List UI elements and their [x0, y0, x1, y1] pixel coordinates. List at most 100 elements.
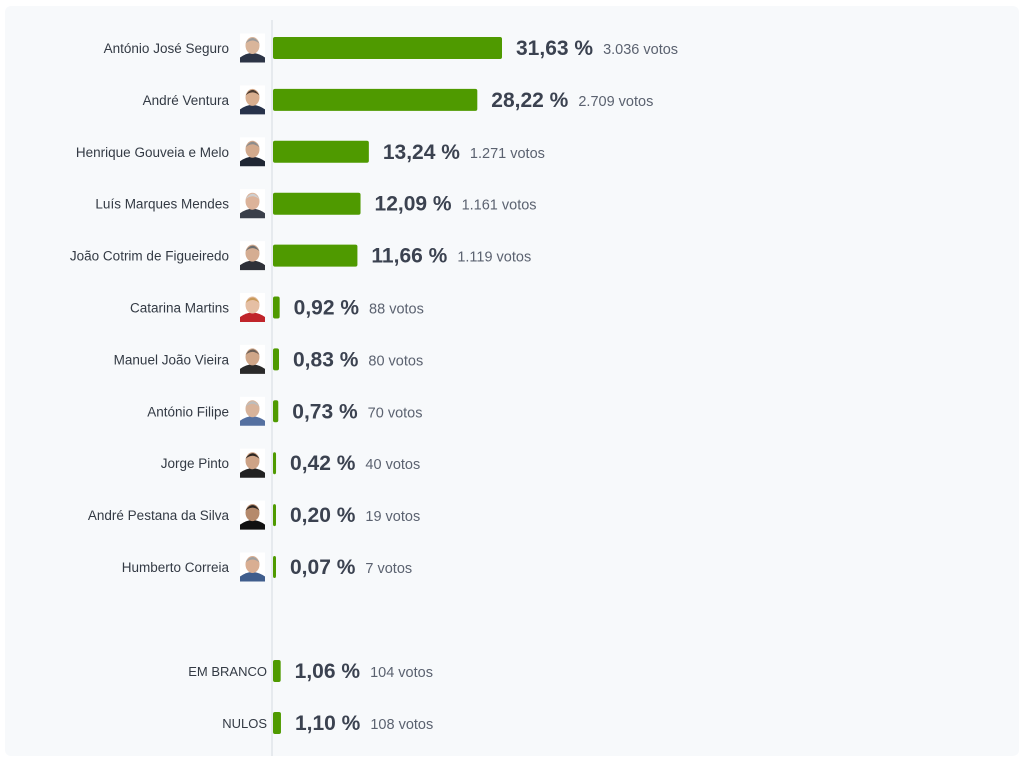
candidate-name: André Pestana da Silva	[88, 508, 230, 523]
candidate-row: João Cotrim de Figueiredo 11,66 % 1.119 vo…	[70, 241, 531, 271]
candidate-avatar-8	[240, 396, 265, 426]
portrait-suit	[240, 468, 265, 478]
votes-label: 80 votos	[368, 353, 423, 369]
value-bar	[273, 452, 277, 475]
candidate-name: Henrique Gouveia e Melo	[76, 145, 229, 160]
portrait-suit	[240, 260, 265, 271]
portrait-suit	[240, 156, 265, 167]
candidate-row: André Pestana da Silva 0,20 % 19 votos	[88, 500, 420, 530]
portrait-suit	[240, 572, 265, 582]
portrait-suit	[240, 53, 265, 63]
candidate-avatar-4	[240, 189, 265, 219]
candidate-row: Luís Marques Mendes 12,09 % 1.161 votos	[95, 189, 537, 219]
value-bar	[273, 400, 279, 423]
candidate-name: António José Seguro	[104, 41, 229, 56]
candidate-row: Manuel João Vieira 0,83 % 80 votos	[114, 344, 423, 374]
percent-label: 0,07 %	[290, 556, 356, 579]
candidate-row: António Filipe 0,73 % 70 votos	[147, 396, 423, 426]
candidate-name: João Cotrim de Figueiredo	[70, 249, 229, 264]
portrait-hair	[245, 505, 260, 511]
percent-label: 31,63 %	[516, 37, 593, 60]
value-bar	[273, 296, 280, 319]
votes-label: 1.119 votos	[457, 250, 531, 266]
percent-label: 0,83 %	[293, 348, 359, 371]
value-bar	[273, 192, 361, 215]
portrait-hair	[245, 141, 260, 148]
percent-label: 13,24 %	[383, 141, 460, 164]
candidate-name: NULOS	[222, 716, 267, 731]
portrait-hair	[245, 245, 260, 252]
portrait-hair	[245, 349, 260, 355]
percent-label: 0,42 %	[290, 452, 356, 475]
portrait-hair	[245, 297, 260, 303]
candidate-name: António Filipe	[147, 404, 229, 419]
value-bar	[273, 140, 369, 163]
candidate-name: Humberto Correia	[122, 560, 230, 575]
percent-label: 28,22 %	[491, 89, 568, 112]
votes-label: 3.036 votos	[603, 42, 678, 58]
portrait-hair	[245, 453, 260, 459]
candidate-name: Catarina Martins	[130, 301, 229, 316]
percent-label: 1,10 %	[295, 712, 361, 735]
candidate-avatar-9	[240, 448, 265, 478]
votes-label: 40 votos	[365, 457, 420, 473]
candidate-avatar-11	[240, 552, 265, 582]
candidate-row: Catarina Martins 0,92 % 88 votos	[130, 293, 424, 322]
candidate-avatar-10	[240, 500, 265, 530]
portrait-hair	[245, 401, 260, 407]
candidate-name: André Ventura	[143, 93, 230, 108]
results-bar-chart: António José Seguro 31,63 % 3.036 votos And…	[70, 20, 678, 756]
portrait-suit	[240, 208, 265, 219]
percent-label: 12,09 %	[375, 193, 452, 216]
portrait-suit	[240, 364, 265, 374]
candidate-row: André Ventura 28,22 % 2.709 votos	[143, 85, 653, 115]
portrait-hair	[245, 557, 260, 563]
percent-label: 1,06 %	[295, 660, 361, 683]
candidate-avatar-6	[240, 293, 265, 322]
candidate-name: Luís Marques Mendes	[95, 197, 229, 212]
portrait-hair	[245, 89, 260, 96]
votes-label: 1.161 votos	[462, 198, 537, 214]
portrait-suit	[240, 416, 265, 426]
value-bar	[273, 504, 276, 527]
portrait-suit	[240, 312, 265, 322]
candidate-row: António José Seguro 31,63 % 3.036 votos	[104, 33, 678, 63]
candidate-avatar-3	[240, 137, 265, 167]
votes-label: 1.271 votos	[470, 146, 545, 162]
candidate-name: Jorge Pinto	[161, 456, 229, 471]
candidate-avatar-1	[240, 33, 265, 63]
candidate-avatar-5	[240, 241, 265, 271]
votes-label: 19 votos	[365, 509, 420, 525]
votes-label: 108 votos	[370, 717, 433, 733]
value-bar	[273, 348, 280, 371]
votes-label: 70 votos	[368, 405, 423, 421]
candidate-row: Henrique Gouveia e Melo 13,24 % 1.271 voto…	[76, 137, 545, 167]
value-bar	[273, 556, 276, 578]
candidate-name: EM BRANCO	[188, 664, 267, 679]
candidate-row: Humberto Correia 0,07 % 7 votos	[122, 552, 412, 582]
percent-label: 0,73 %	[292, 400, 358, 423]
candidate-avatar-2	[240, 85, 265, 115]
value-bar	[273, 712, 281, 734]
percent-label: 0,20 %	[290, 504, 356, 527]
value-bar	[273, 88, 478, 111]
votes-label: 2.709 votos	[578, 94, 653, 110]
value-bar	[273, 660, 281, 682]
value-bar	[273, 244, 358, 267]
portrait-suit	[240, 520, 265, 530]
votes-label: 7 votos	[365, 561, 412, 577]
portrait-suit	[240, 104, 265, 115]
percent-label: 0,92 %	[294, 297, 360, 320]
percent-label: 11,66 %	[371, 245, 447, 268]
candidate-row: NULOS 1,10 % 108 votos	[222, 712, 433, 735]
votes-label: 88 votos	[369, 302, 424, 318]
candidate-row: Jorge Pinto 0,42 % 40 votos	[161, 448, 420, 478]
portrait-hair	[245, 193, 260, 200]
candidate-name: Manuel João Vieira	[114, 352, 230, 367]
votes-label: 104 votos	[370, 665, 433, 681]
portrait-hair	[245, 38, 260, 44]
value-bar	[273, 37, 502, 59]
candidate-row: EM BRANCO 1,06 % 104 votos	[188, 660, 433, 683]
candidate-avatar-7	[240, 344, 265, 374]
results-panel: António José Seguro 31,63 % 3.036 votos And…	[5, 6, 1019, 756]
